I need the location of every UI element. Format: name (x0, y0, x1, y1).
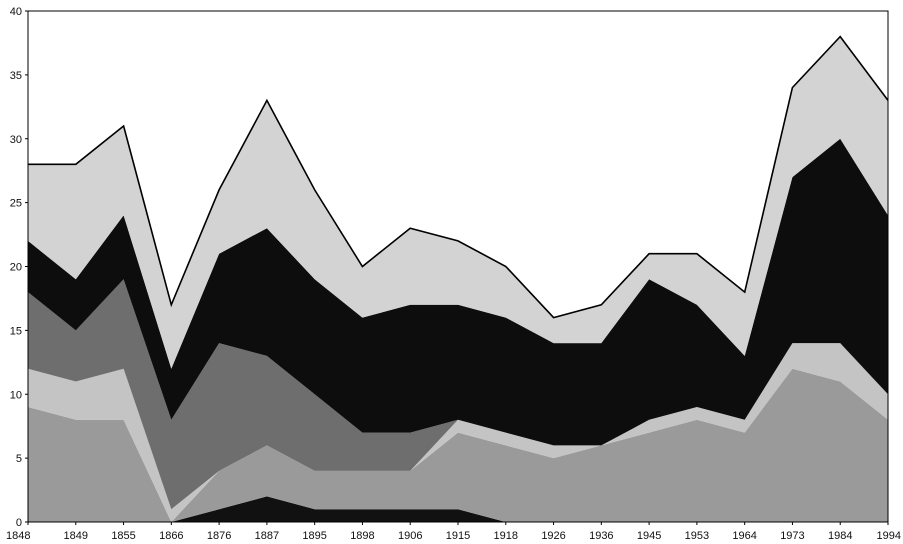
y-tick-label: 25 (10, 198, 22, 210)
y-axis: 0 5 10 15 20 25 30 35 40 (10, 6, 28, 529)
x-tick-label: 1918 (494, 530, 518, 542)
x-tick-label: 1936 (589, 530, 613, 542)
x-tick-label: 1953 (685, 530, 709, 542)
x-tick-label: 1866 (159, 530, 183, 542)
x-tick-label: 1887 (255, 530, 279, 542)
y-tick-label: 15 (10, 325, 22, 337)
area-layers (28, 36, 888, 522)
x-tick-label: 1926 (541, 530, 565, 542)
x-tick-label: 1876 (207, 530, 231, 542)
area-series-6 (28, 36, 888, 369)
x-tick-label: 1898 (350, 530, 374, 542)
x-tick-label: 1848 (6, 530, 30, 542)
area-series-4 (28, 279, 888, 510)
x-tick-label: 1906 (398, 530, 422, 542)
x-tick-label: 1984 (828, 530, 852, 542)
y-tick-label: 0 (16, 517, 22, 529)
y-tick-label: 5 (16, 453, 22, 465)
x-axis: 1848 1849 1855 1866 1876 1887 1895 1898 1906 1915… (6, 522, 901, 542)
area-series-2 (28, 368, 888, 522)
area-series-3 (28, 343, 888, 522)
y-tick-label: 40 (10, 6, 22, 18)
x-tick-label: 1964 (732, 530, 756, 542)
total-line (28, 35, 889, 319)
x-tick-label: 1915 (446, 530, 470, 542)
x-tick-label: 1849 (64, 530, 88, 542)
x-tick-label: 1855 (111, 530, 135, 542)
y-tick-label: 10 (10, 389, 22, 401)
x-tick-label: 1994 (877, 530, 901, 542)
x-tick-label: 1973 (780, 530, 804, 542)
area-series-5 (28, 138, 888, 446)
y-tick-label: 35 (10, 70, 22, 82)
y-tick-label: 20 (10, 262, 22, 274)
x-tick-label: 1895 (302, 530, 326, 542)
y-tick-label: 30 (10, 134, 22, 146)
top-outline (28, 35, 889, 319)
x-tick-label: 1945 (637, 530, 661, 542)
